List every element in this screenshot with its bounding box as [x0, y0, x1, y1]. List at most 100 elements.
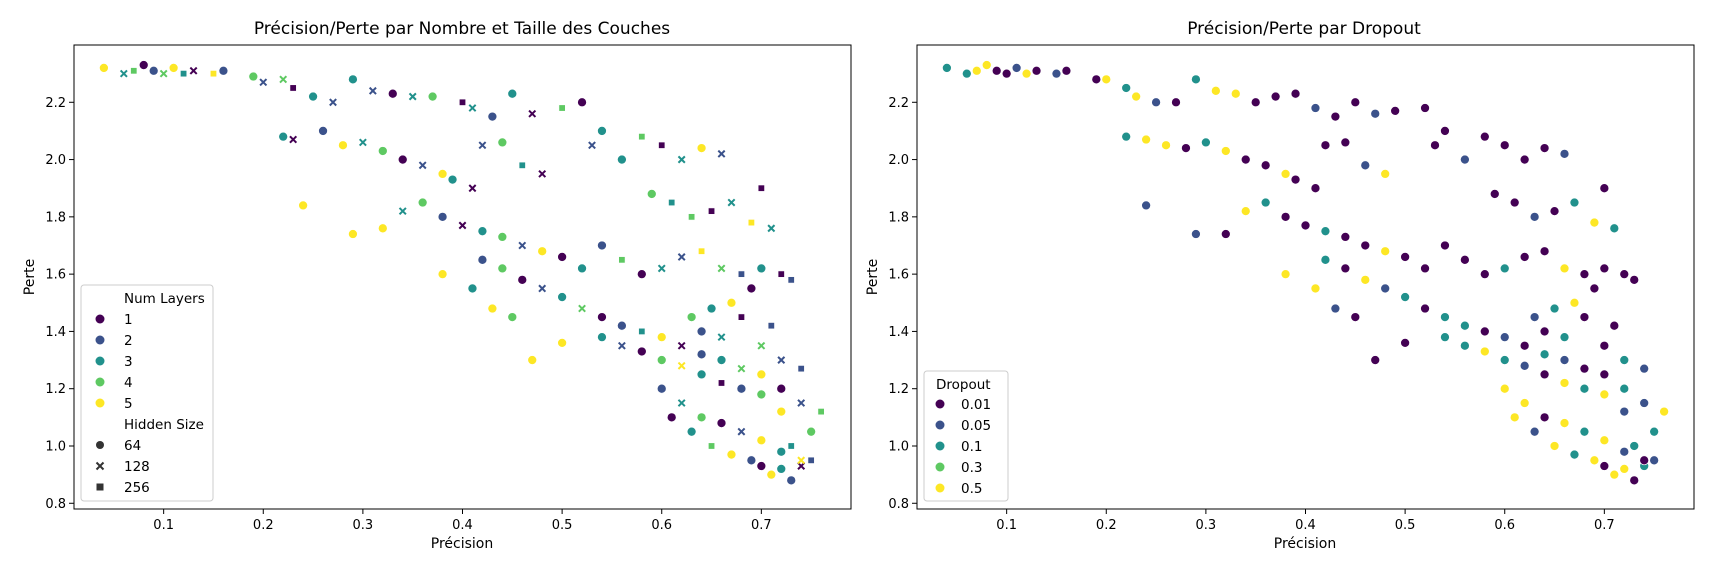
data-point	[1340, 137, 1351, 148]
data-point	[1101, 74, 1112, 85]
data-point	[338, 140, 348, 151]
data-point	[259, 78, 268, 87]
data-point	[318, 126, 328, 136]
y-tick-label: 2.2	[888, 96, 909, 111]
data-point	[487, 303, 498, 314]
data-point	[1479, 131, 1490, 142]
data-point	[1290, 174, 1301, 185]
data-point	[1539, 246, 1550, 257]
data-point	[1210, 85, 1221, 96]
data-point	[767, 322, 775, 330]
data-point	[517, 275, 528, 285]
data-point	[1499, 355, 1510, 365]
data-point	[1539, 369, 1550, 380]
legend-entry: 0.05	[935, 418, 991, 434]
data-point	[408, 92, 417, 101]
y-tick-label: 1.2	[888, 382, 909, 397]
data-point	[1360, 275, 1371, 285]
data-point	[289, 135, 298, 144]
data-point	[1579, 426, 1590, 437]
y-ticks: 0.8 1.0 1.2 1.4 1.6 1.8 2.0 2.2	[45, 96, 74, 512]
legend-marker	[95, 335, 105, 345]
data-point	[538, 169, 547, 178]
data-point	[806, 426, 817, 437]
data-point	[427, 91, 438, 102]
x-tick-label: 0.7	[1594, 518, 1615, 533]
data-point	[656, 383, 667, 394]
legend-entry: 0.5	[935, 481, 982, 497]
legend-label: 128	[124, 459, 150, 475]
y-tick-label: 0.8	[45, 497, 66, 512]
y-tick-label: 2.0	[45, 153, 66, 168]
data-point	[477, 226, 488, 237]
data-point	[1509, 197, 1520, 208]
data-point	[518, 161, 526, 169]
y-tick-label: 1.0	[888, 439, 909, 454]
data-point	[777, 270, 785, 278]
data-point	[1579, 312, 1590, 322]
data-point	[666, 412, 677, 423]
data-point	[1400, 292, 1410, 302]
legend-entry: 256	[96, 480, 150, 496]
data-point	[577, 263, 587, 274]
data-point	[1051, 68, 1062, 79]
data-point	[1220, 146, 1231, 156]
data-point	[1240, 206, 1251, 216]
data-point	[617, 341, 626, 350]
data-point	[756, 263, 767, 274]
data-point	[1440, 312, 1450, 322]
x-tick-label: 0.4	[1295, 518, 1316, 533]
data-point	[578, 304, 586, 313]
x-tick-label: 0.4	[452, 518, 473, 533]
data-point	[1639, 398, 1650, 408]
data-point	[1609, 223, 1620, 234]
data-point	[726, 449, 737, 460]
data-point	[248, 71, 259, 82]
data-point	[468, 104, 477, 112]
data-point	[688, 213, 696, 221]
data-point	[1091, 74, 1102, 85]
data-point	[1320, 254, 1331, 265]
data-point	[119, 69, 128, 78]
data-point	[377, 146, 388, 156]
data-point	[1639, 455, 1650, 466]
data-point	[1390, 106, 1401, 116]
data-point	[767, 224, 776, 233]
data-point	[377, 223, 388, 234]
x-tick-label: 0.5	[1395, 518, 1416, 533]
data-point	[1519, 154, 1530, 165]
data-point	[597, 240, 607, 251]
data-point	[1330, 111, 1341, 122]
data-point	[746, 455, 757, 466]
data-point	[1519, 252, 1530, 262]
data-point	[1460, 320, 1470, 331]
data-point	[138, 60, 149, 70]
legend-entry: 5	[95, 396, 133, 412]
data-point	[588, 141, 596, 150]
data-point	[1380, 283, 1391, 294]
data-point	[1230, 88, 1241, 99]
data-point	[1589, 283, 1600, 294]
data-point	[1370, 108, 1381, 119]
data-point	[447, 174, 458, 185]
data-point	[717, 333, 726, 342]
data-point	[1460, 254, 1470, 265]
data-point	[1619, 464, 1630, 474]
legend-marker	[95, 398, 105, 408]
x-axis-label: Précision	[431, 536, 493, 552]
data-point	[708, 207, 716, 215]
data-point	[1280, 269, 1291, 279]
data-point	[1350, 97, 1361, 108]
data-point	[467, 283, 478, 294]
data-point	[497, 232, 508, 242]
data-point	[696, 412, 707, 423]
data-point	[1161, 140, 1171, 151]
data-point	[942, 63, 952, 73]
data-point	[1559, 378, 1570, 388]
data-point	[1509, 412, 1520, 423]
data-point	[557, 252, 567, 262]
data-point	[617, 154, 627, 165]
data-point	[437, 212, 448, 222]
data-point	[696, 326, 707, 337]
